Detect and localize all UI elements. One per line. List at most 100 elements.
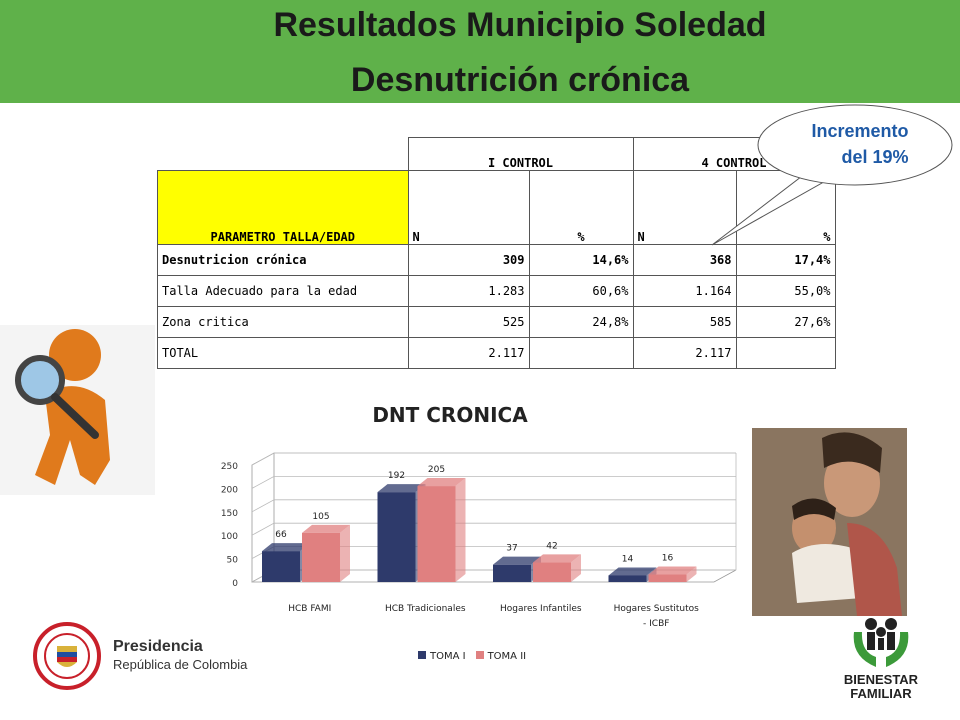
cell-n2: 585 bbox=[632, 306, 737, 338]
bar bbox=[302, 532, 340, 582]
table-row: Zona critica 525 24,8% 585 27,6% bbox=[157, 306, 836, 338]
bienestar-line2: FAMILIAR bbox=[850, 686, 912, 701]
table-row: Talla Adecuado para la edad 1.283 60,6% … bbox=[157, 275, 836, 307]
data-label: 42 bbox=[546, 541, 557, 551]
page-title: Resultados Municipio Soledad bbox=[273, 6, 767, 44]
y-tick-label: 150 bbox=[221, 509, 238, 519]
x-tick-label: HCB Tradicionales bbox=[385, 604, 466, 614]
legend-label-toma-ii: TOMA II bbox=[487, 651, 527, 662]
data-label: 16 bbox=[662, 554, 674, 564]
cell-pct1: 14,6% bbox=[528, 244, 634, 276]
y-tick-label: 0 bbox=[232, 579, 238, 589]
bar-top bbox=[262, 543, 310, 552]
data-label: 192 bbox=[388, 471, 405, 481]
bar-top bbox=[302, 524, 350, 533]
cell-pct2 bbox=[735, 337, 836, 369]
bar-top bbox=[608, 567, 657, 576]
y-gridline bbox=[251, 452, 736, 466]
cell-pct2: 17,4% bbox=[735, 244, 836, 276]
bar bbox=[417, 486, 456, 582]
y-tick-label: 200 bbox=[221, 485, 238, 495]
callout-text: Incremento del 19% bbox=[775, 118, 945, 170]
cell-n1: 309 bbox=[407, 244, 530, 276]
col-header-n2: N bbox=[632, 170, 737, 245]
bar-side bbox=[571, 554, 581, 582]
bar-top bbox=[377, 484, 426, 493]
page-subtitle: Desnutrición crónica bbox=[350, 61, 690, 99]
bar-side bbox=[686, 566, 697, 582]
param-header: PARAMETRO TALLA/EDAD bbox=[157, 170, 409, 245]
bar bbox=[608, 575, 647, 582]
row-label: TOTAL bbox=[157, 337, 409, 369]
row-label: Talla Adecuado para la edad bbox=[157, 275, 409, 307]
table-corner-cell bbox=[157, 137, 409, 171]
y-tick-label: 100 bbox=[221, 532, 238, 542]
results-table: I CONTROL 4 CONTROL PARAMETRO TALLA/EDAD… bbox=[157, 137, 836, 369]
bar-side bbox=[340, 524, 350, 582]
cell-n1: 525 bbox=[407, 306, 530, 338]
chart-title: DNT CRONICA bbox=[372, 403, 528, 427]
y-gridline bbox=[251, 499, 736, 513]
bar-side bbox=[455, 478, 466, 582]
cell-pct1: 60,6% bbox=[528, 275, 634, 307]
legend-item-toma-ii: TOMA II bbox=[475, 651, 527, 662]
col-header-pct1: % bbox=[528, 170, 634, 245]
bar-top bbox=[417, 478, 466, 487]
row-label: Desnutricion crónica bbox=[157, 244, 409, 276]
legend-item-toma-i: TOMA I bbox=[418, 651, 466, 662]
table-row: Desnutricion crónica 309 14,6% 368 17,4% bbox=[157, 244, 836, 276]
chart-legend: TOMA I TOMA II bbox=[418, 651, 526, 662]
data-label: 37 bbox=[506, 544, 517, 554]
table-group-header-row: I CONTROL 4 CONTROL bbox=[157, 137, 836, 171]
cell-n1: 2.117 bbox=[407, 337, 530, 369]
x-tick-label: - ICBF bbox=[643, 619, 669, 629]
republica-label: República de Colombia bbox=[113, 657, 248, 672]
x-tick-label: Hogares Infantiles bbox=[500, 604, 582, 614]
col-header-n1: N bbox=[407, 170, 530, 245]
bienestar-line1: BIENESTAR bbox=[843, 672, 919, 687]
bar-top bbox=[493, 556, 541, 565]
bar bbox=[377, 492, 416, 582]
presidencia-label: Presidencia bbox=[113, 638, 203, 655]
cell-pct2: 27,6% bbox=[735, 306, 836, 338]
legend-swatch-toma-i bbox=[418, 651, 426, 659]
bar bbox=[648, 574, 687, 582]
bar-top bbox=[533, 554, 581, 563]
data-label: 66 bbox=[275, 530, 287, 540]
table-column-header-row: PARAMETRO TALLA/EDAD N % N % bbox=[157, 170, 836, 245]
cell-pct2: 55,0% bbox=[735, 275, 836, 307]
y-gridline bbox=[251, 522, 736, 536]
header-banner bbox=[0, 0, 960, 103]
presidencia-logo bbox=[33, 622, 101, 690]
data-label: 105 bbox=[312, 512, 329, 522]
y-gridline bbox=[251, 476, 736, 489]
x-tick-label: HCB FAMI bbox=[288, 604, 331, 614]
bienestar-familiar-logo-icon bbox=[853, 618, 909, 667]
cell-pct1 bbox=[528, 337, 634, 369]
children-photo bbox=[752, 428, 907, 616]
y-tick-label: 50 bbox=[227, 556, 239, 566]
magnifier-person-illustration bbox=[0, 325, 155, 495]
callout-line2: del 19% bbox=[841, 147, 909, 167]
x-tick-label: Hogares Sustitutos bbox=[614, 604, 699, 614]
callout-line1: Incremento bbox=[811, 121, 909, 141]
legend-label-toma-i: TOMA I bbox=[430, 651, 466, 662]
cell-n2: 368 bbox=[632, 244, 737, 276]
bar bbox=[533, 562, 571, 582]
bienestar-familiar-label: BIENESTAR FAMILIAR bbox=[836, 673, 926, 701]
bar bbox=[493, 564, 531, 582]
data-label: 14 bbox=[622, 554, 634, 564]
legend-swatch-toma-ii bbox=[475, 651, 484, 659]
group-header-i-control: I CONTROL bbox=[407, 137, 634, 171]
bar bbox=[262, 551, 300, 582]
cell-n2: 1.164 bbox=[632, 275, 737, 307]
row-label: Zona critica bbox=[157, 306, 409, 338]
data-label: 205 bbox=[428, 465, 445, 475]
col-header-pct2: % bbox=[735, 170, 836, 245]
table-row: TOTAL 2.117 2.117 bbox=[157, 337, 836, 369]
cell-n1: 1.283 bbox=[407, 275, 530, 307]
bar-top bbox=[648, 566, 697, 575]
y-tick-label: 250 bbox=[221, 462, 238, 472]
cell-n2: 2.117 bbox=[632, 337, 737, 369]
bar-chart: 0 50 100 150 200 250 66 105 HCB FAMI 192 205 HCB Tr… bbox=[221, 452, 737, 629]
